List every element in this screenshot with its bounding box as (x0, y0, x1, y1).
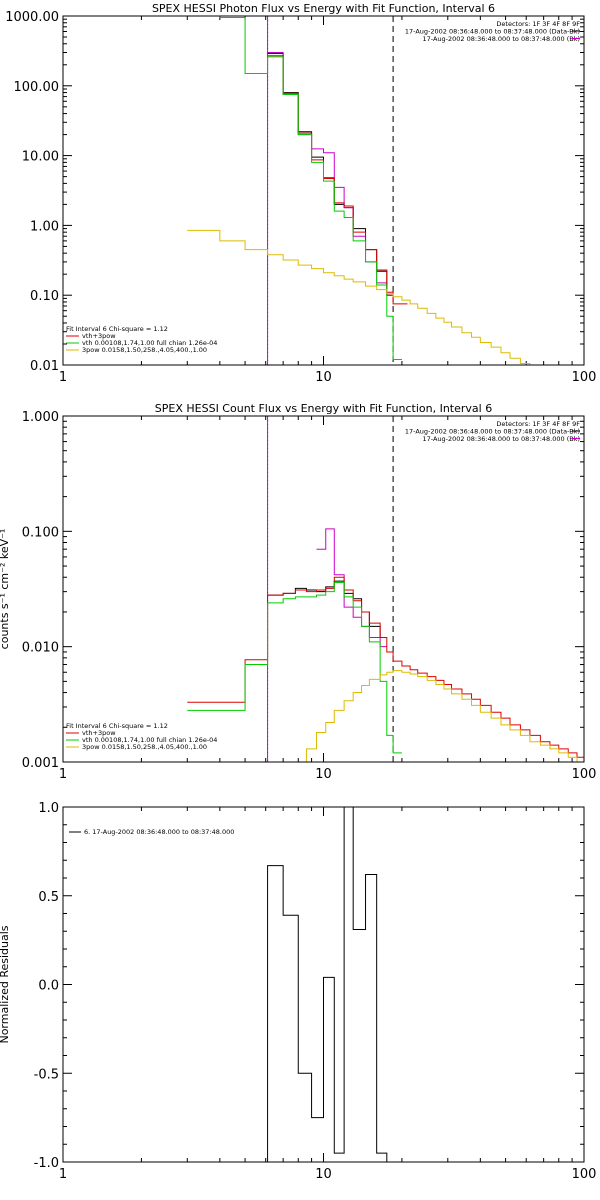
photon-flux-series-2 (267, 55, 408, 305)
residuals-y-tick-label: -1.0 (34, 1156, 59, 1171)
photon-flux-x-tick-label: 100 (572, 370, 597, 385)
photon-flux-x-tick-label: 1 (59, 370, 67, 385)
photon-flux-legend-text: vth 0.00108,1.74,1.00 full chian 1.26e-0… (82, 339, 217, 347)
photon-flux-series-0 (267, 53, 394, 296)
residuals-y-tick-label: -0.5 (34, 1067, 59, 1082)
residuals-y-tick-label: 0.5 (38, 890, 59, 905)
count-flux-series-3 (187, 582, 402, 754)
count-flux-legend-text: vth 0.00108,1.74,1.00 full chian 1.26e-0… (82, 736, 217, 744)
photon-flux-y-tick-label: 0.10 (30, 289, 59, 304)
photon-flux-series-3 (187, 16, 402, 360)
photon-flux-title: SPEX HESSI Photon Flux vs Energy with Fi… (152, 2, 495, 15)
photon-flux-axes-frame (62, 15, 585, 366)
count-flux-x-ticks (62, 416, 585, 762)
photon-flux-header-text: 17-Aug-2002 08:36:48.000 to 08:37:48.000… (423, 35, 580, 43)
count-flux-y-ticks (63, 415, 584, 763)
count-flux-y-tick-label: 0.010 (22, 641, 59, 656)
residuals-chart: Normalized Residuals 1 10 100 -1.0 -0.5 0.0 0.5… (0, 801, 596, 1182)
count-flux-legend-text: 3pow 0.0158,1.50,258.,4.05,400.,1.00 (82, 743, 207, 751)
residuals-y-tick-label: 0.0 (38, 979, 59, 994)
residuals-x-tick-label: 10 (315, 1167, 332, 1182)
residuals-axes-frame (62, 806, 585, 1163)
photon-flux-y-tick-label: 0.01 (30, 359, 59, 374)
residuals-series-0 (267, 807, 397, 1162)
photon-flux-header-text: 17-Aug-2002 08:36:48.000 to 08:37:48.000… (405, 28, 580, 36)
photon-flux-series-1 (267, 51, 394, 296)
count-flux-x-tick-label: 100 (572, 767, 597, 782)
count-flux-y-tick-label: 0.001 (22, 756, 59, 771)
count-flux-title: SPEX HESSI Count Flux vs Energy with Fit… (155, 402, 492, 415)
photon-flux-y-tick-label: 10.00 (22, 150, 59, 165)
photon-flux-x-tick-label: 10 (315, 370, 332, 385)
residuals-y-tick-label: 1.0 (38, 801, 59, 816)
residuals-plot-area (267, 807, 397, 1162)
residuals-x-tick-label: 100 (572, 1167, 597, 1182)
count-flux-series-1 (316, 528, 387, 648)
count-flux-y-tick-label: 0.100 (22, 525, 59, 540)
count-flux-legend-text: Fit Interval 6 Chi-square = 1.12 (66, 722, 168, 730)
count-flux-x-tick-label: 1 (59, 767, 67, 782)
photon-flux-y-tick-label: 1.00 (30, 219, 59, 234)
photon-flux-legend-text: Fit Interval 6 Chi-square = 1.12 (66, 325, 168, 333)
residuals-ylabel: Normalized Residuals (0, 925, 11, 1043)
photon-flux-plot-area (187, 16, 531, 365)
count-flux-header-text: 17-Aug-2002 08:36:48.000 to 08:37:48.000… (423, 435, 580, 443)
residuals-x-tick-label: 1 (59, 1167, 67, 1182)
count-flux-axes-frame (62, 415, 585, 763)
count-flux-y-tick-label: 1.000 (22, 410, 59, 425)
count-flux-header-text: 17-Aug-2002 08:36:48.000 to 08:37:48.000… (405, 428, 580, 436)
photon-flux-x-ticks (62, 16, 585, 365)
photon-flux-y-tick-label: 1000.00 (5, 10, 59, 25)
photon-flux-chart: SPEX HESSI Photon Flux vs Energy with Fi… (5, 2, 596, 385)
count-flux-ylabel: counts s⁻¹ cm⁻² keV⁻¹ (0, 529, 11, 650)
count-flux-header-text: Detectors: 1F 3F 4F 8F 9F (496, 420, 580, 428)
photon-flux-series-4 (187, 229, 531, 365)
count-flux-series-4 (298, 670, 584, 762)
count-flux-series-2 (187, 576, 584, 758)
count-flux-legend-text: vth+3pow (82, 729, 116, 737)
count-flux-chart: SPEX HESSI Count Flux vs Energy with Fit… (0, 402, 596, 782)
count-flux-plot-area (187, 416, 584, 762)
photon-flux-y-tick-label: 100.00 (14, 80, 60, 95)
count-flux-x-tick-label: 10 (315, 767, 332, 782)
photon-flux-legend-text: vth+3pow (82, 332, 116, 340)
photon-flux-y-ticks (63, 15, 584, 366)
residuals-x-ticks (62, 807, 585, 1162)
photon-flux-header-text: Detectors: 1F 3F 4F 8F 9F (496, 20, 580, 28)
photon-flux-legend-text: 3pow 0.0158,1.50,258.,4.05,400.,1.00 (82, 346, 207, 354)
residuals-legend-text: 6. 17-Aug-2002 08:36:48.000 to 08:37:48.… (84, 828, 234, 836)
